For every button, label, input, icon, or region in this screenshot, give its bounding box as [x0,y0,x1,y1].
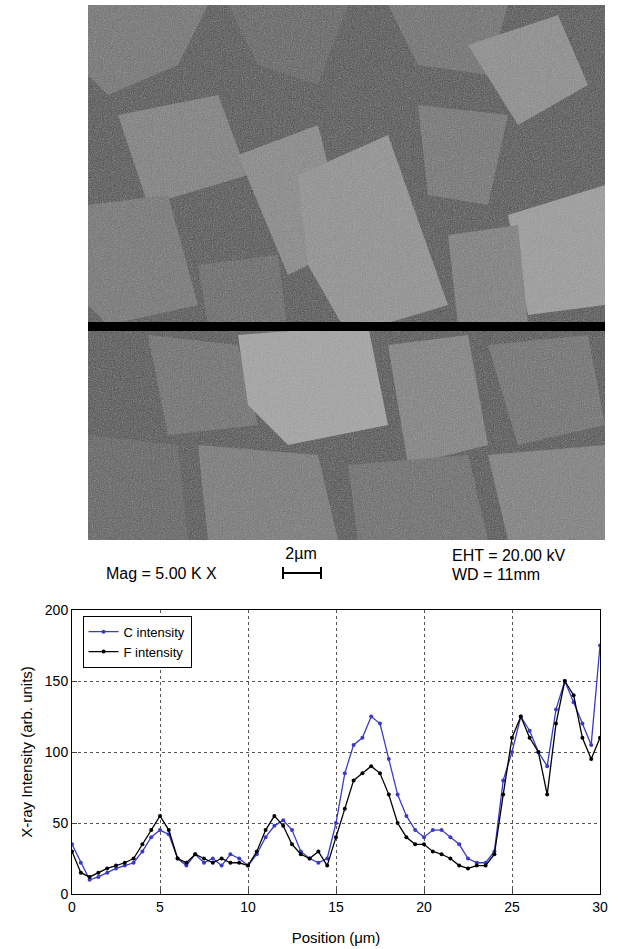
svg-text:10: 10 [240,899,256,915]
svg-text:0: 0 [68,899,76,915]
svg-text:100: 100 [45,744,69,760]
svg-text:20: 20 [416,899,432,915]
svg-text:F intensity: F intensity [124,645,184,660]
html-text:Mag = 5.00 K X: Mag = 5.00 K X [106,565,217,582]
html-text:WD = 11mm: WD = 11mm [452,566,541,583]
svg-text:5: 5 [156,899,164,915]
svg-text:Position (μm): Position (μm) [292,929,381,946]
svg-text:X-ray Intensity (arb. units): X-ray Intensity (arb. units) [18,666,35,838]
svg-text:15: 15 [328,899,344,915]
svg-text:200: 200 [45,602,69,618]
html-text:EHT = 20.00 kV: EHT = 20.00 kV [452,547,566,564]
svg-text:0: 0 [60,886,68,902]
svg-text:50: 50 [53,815,69,831]
svg-text:25: 25 [504,899,520,915]
svg-text:30: 30 [592,899,608,915]
svg-text:C intensity: C intensity [124,625,185,640]
html-text:2µm: 2µm [285,545,317,562]
svg-text:150: 150 [45,673,69,689]
